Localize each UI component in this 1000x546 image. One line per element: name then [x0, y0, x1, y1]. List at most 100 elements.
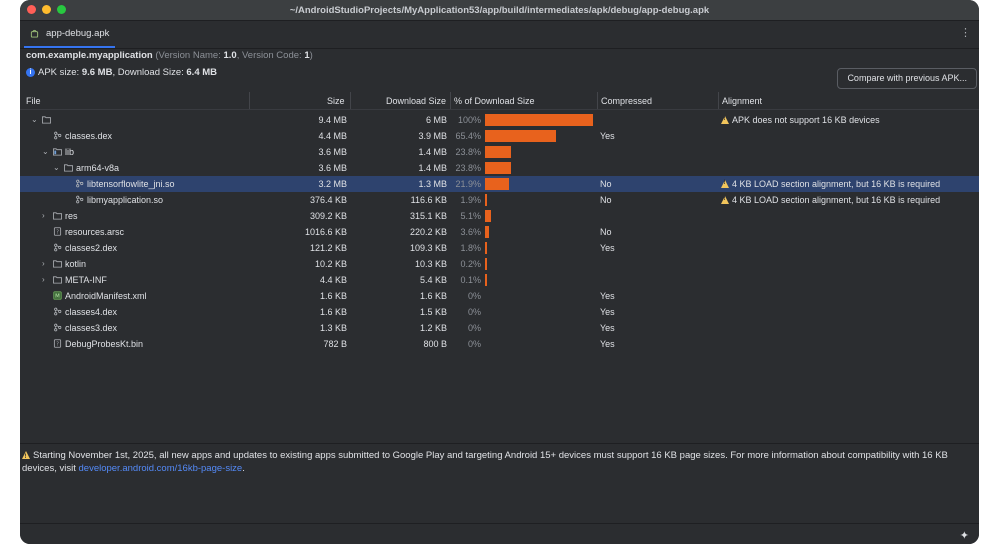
file-size: 1016.6 KB	[304, 227, 347, 237]
download-size: 10.3 KB	[414, 259, 447, 269]
package-info: com.example.myapplication (Version Name:…	[26, 50, 313, 61]
table-row[interactable]: libtensorflowlite_jni.so 3.2 MB 1.3 MB 21.9…	[20, 176, 979, 192]
alignment-value: APK does not support 16 KB devices	[721, 115, 880, 125]
chevron-down-icon[interactable]: ⌄	[42, 147, 49, 156]
download-size: 1.4 MB	[418, 163, 447, 173]
version-code: 1	[304, 50, 310, 61]
download-percent: 21.9%	[455, 179, 481, 189]
file-name: ? DebugProbesKt.bin	[53, 339, 143, 349]
file-size: 1.6 KB	[319, 307, 347, 317]
download-size: 1.5 KB	[419, 307, 447, 317]
download-percent: 100%	[457, 115, 481, 125]
download-size: 315.1 KB	[409, 211, 447, 221]
minimize-window-button[interactable]	[42, 5, 51, 14]
file-size: 3.6 MB	[318, 163, 347, 173]
more-options-icon[interactable]: ⋮	[960, 27, 971, 39]
manifest-file-icon: M	[53, 291, 65, 301]
compressed-value: Yes	[600, 243, 615, 253]
apk-size-info: i APK size: 9.6 MB, Download Size: 6.4 M…	[26, 67, 217, 78]
folder-icon	[42, 115, 54, 125]
compare-with-previous-apk-button[interactable]: Compare with previous APK...	[837, 68, 977, 89]
table-row[interactable]: › META-INF 4.4 KB 5.4 KB 0.1%	[20, 272, 979, 288]
title-bar: ~/AndroidStudioProjects/MyApplication53/…	[20, 0, 979, 21]
chevron-down-icon[interactable]: ⌄	[31, 115, 38, 124]
table-row[interactable]: › res 309.2 KB 315.1 KB 5.1%	[20, 208, 979, 224]
file-size: 121.2 KB	[309, 243, 347, 253]
maximize-window-button[interactable]	[57, 5, 66, 14]
table-row[interactable]: classes.dex 4.4 MB 3.9 MB 65.4% Yes	[20, 128, 979, 144]
column-download-size[interactable]: Download Size	[386, 96, 447, 106]
file-name: ? resources.arsc	[53, 227, 124, 237]
compressed-value: Yes	[600, 323, 615, 333]
file-size: 9.4 MB	[318, 115, 347, 125]
chevron-down-icon[interactable]: ⌄	[53, 163, 60, 172]
file-size: 4.4 MB	[318, 131, 347, 141]
table-row[interactable]: ? DebugProbesKt.bin 782 B 800 B 0% Yes	[20, 336, 979, 352]
table-row[interactable]: classes4.dex 1.6 KB 1.5 KB 0% Yes	[20, 304, 979, 320]
download-percent-bar	[485, 162, 511, 174]
column-size[interactable]: Size	[327, 96, 345, 106]
table-row[interactable]: M AndroidManifest.xml 1.6 KB 1.6 KB 0% Yes	[20, 288, 979, 304]
table-row[interactable]: ⌄ lib 3.6 MB 1.4 MB 23.8%	[20, 144, 979, 160]
download-size: 1.6 KB	[419, 291, 447, 301]
download-percent-bar	[485, 274, 487, 286]
file-name: res	[53, 211, 78, 221]
pin-icon[interactable]: ✦	[959, 530, 969, 542]
download-percent: 0%	[467, 339, 481, 349]
column-alignment[interactable]: Alignment	[722, 96, 763, 106]
status-bar: ✦	[20, 523, 979, 544]
compressed-value: Yes	[600, 291, 615, 301]
file-size: 3.6 MB	[318, 147, 347, 157]
file-size: 10.2 KB	[314, 259, 347, 269]
file-name: arm64-v8a	[64, 163, 119, 173]
folder-icon	[53, 275, 65, 285]
download-percent-bar	[485, 226, 489, 238]
file-name: libmyapplication.so	[75, 195, 163, 205]
chevron-right-icon[interactable]: ›	[42, 211, 45, 220]
download-percent: 1.8%	[460, 243, 481, 253]
tab-label: app-debug.apk	[46, 28, 110, 39]
compressed-value: Yes	[600, 307, 615, 317]
download-size: 116.6 KB	[410, 195, 447, 205]
shared-library-icon	[75, 195, 87, 205]
table-row[interactable]: classes2.dex 121.2 KB 109.3 KB 1.8% Yes	[20, 240, 979, 256]
file-name: classes.dex	[53, 131, 112, 141]
folder-icon	[53, 211, 65, 221]
file-name: kotlin	[53, 259, 86, 269]
column-compressed[interactable]: Compressed	[601, 96, 653, 106]
info-icon: i	[26, 68, 35, 77]
tab-app-debug-apk[interactable]: app-debug.apk	[24, 21, 116, 48]
warning-icon	[721, 180, 729, 188]
dex-file-icon	[53, 307, 65, 317]
download-size: 1.3 MB	[418, 179, 447, 189]
table-row[interactable]: ? resources.arsc 1016.6 KB 220.2 KB 3.6% No	[20, 224, 979, 240]
version-name: 1.0	[223, 50, 237, 61]
compressed-value: No	[600, 179, 612, 189]
table-row[interactable]: libmyapplication.so 376.4 KB 116.6 KB 1.9% N…	[20, 192, 979, 208]
android-apk-icon	[30, 29, 39, 38]
svg-text:?: ?	[56, 342, 59, 348]
download-percent: 0.1%	[460, 275, 481, 285]
close-window-button[interactable]	[27, 5, 36, 14]
download-size: 220.2 KB	[409, 227, 447, 237]
table-row[interactable]: ⌄ 9.4 MB 6 MB 100% APK does not support 16 K…	[20, 112, 979, 128]
16kb-page-size-link[interactable]: developer.android.com/16kb-page-size	[78, 463, 243, 474]
notice-panel: Starting November 1st, 2025, all new app…	[20, 443, 979, 524]
column-file[interactable]: File	[26, 96, 41, 106]
file-size: 1.3 KB	[319, 323, 347, 333]
table-row[interactable]: › kotlin 10.2 KB 10.3 KB 0.2%	[20, 256, 979, 272]
table-row[interactable]: classes3.dex 1.3 KB 1.2 KB 0% Yes	[20, 320, 979, 336]
file-name: classes4.dex	[53, 307, 117, 317]
download-percent-bar	[485, 178, 509, 190]
download-size: 3.9 MB	[418, 131, 447, 141]
folder-icon	[64, 163, 76, 173]
download-percent-bar	[485, 130, 556, 142]
chevron-right-icon[interactable]: ›	[42, 275, 45, 284]
table-row[interactable]: ⌄ arm64-v8a 3.6 MB 1.4 MB 23.8%	[20, 160, 979, 176]
apk-size-value: 9.6 MB	[81, 67, 113, 78]
notice-text: Starting November 1st, 2025, all new app…	[22, 449, 971, 475]
chevron-right-icon[interactable]: ›	[42, 259, 45, 268]
unknown-file-icon: ?	[53, 339, 65, 349]
file-name: classes3.dex	[53, 323, 117, 333]
column-pct-download[interactable]: % of Download Size	[454, 96, 535, 106]
